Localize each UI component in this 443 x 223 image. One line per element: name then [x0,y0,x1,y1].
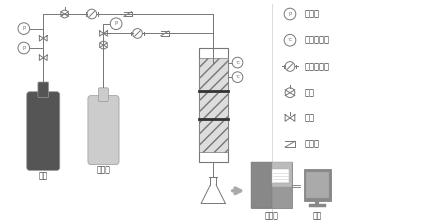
Text: 球阀: 球阀 [304,114,315,122]
Circle shape [18,42,30,54]
Circle shape [18,23,30,34]
Bar [198,58,228,152]
Text: 针阀: 针阀 [304,88,315,97]
Text: 色谱仪: 色谱仪 [264,211,279,220]
Text: 质量流量计: 质量流量计 [304,62,330,71]
Text: 压力表: 压力表 [304,10,319,19]
Circle shape [284,34,296,46]
FancyBboxPatch shape [88,96,119,165]
Bar [272,169,289,183]
Text: TC: TC [288,38,293,42]
Text: 空气: 空气 [39,171,48,180]
Text: P: P [288,12,291,17]
Circle shape [132,29,142,38]
FancyBboxPatch shape [99,88,109,101]
Text: 异丁烯: 异丁烯 [97,165,110,175]
Text: P: P [22,45,25,51]
Text: 电脑: 电脑 [313,211,322,220]
Text: TC: TC [235,75,240,79]
Bar [251,162,292,208]
Circle shape [284,8,296,20]
Bar [272,162,292,187]
Text: P: P [22,26,25,31]
FancyBboxPatch shape [27,92,60,170]
FancyBboxPatch shape [38,82,49,97]
Circle shape [232,72,243,83]
Bar [251,162,272,208]
Bar [198,48,228,162]
Text: 单向鄀: 单向鄀 [304,140,319,149]
Text: TC: TC [235,61,240,65]
Circle shape [110,18,122,30]
Circle shape [232,57,243,68]
Bar [303,169,331,200]
Text: 温度控制器: 温度控制器 [304,36,330,45]
Bar [306,172,329,198]
Circle shape [87,9,97,19]
Circle shape [285,62,295,71]
Text: P: P [114,21,118,26]
